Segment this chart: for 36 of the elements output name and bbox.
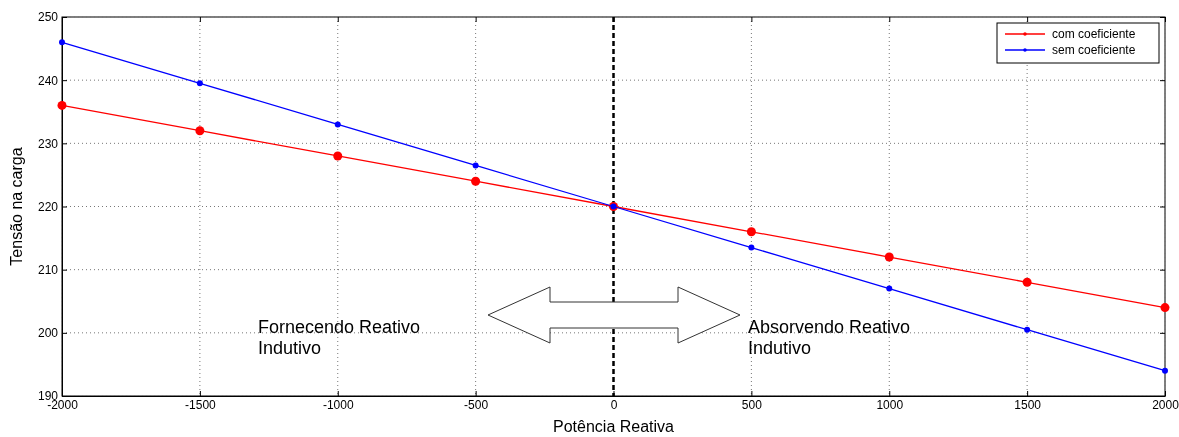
point bbox=[884, 252, 894, 262]
y-axis-title: Tensão na carga bbox=[8, 147, 25, 266]
x-tick-label: 1500 bbox=[1014, 397, 1042, 412]
point bbox=[1160, 303, 1170, 313]
point bbox=[57, 100, 67, 110]
x-tick-label: 0 bbox=[610, 397, 618, 412]
legend-label: sem coeficiente bbox=[1052, 43, 1136, 57]
point bbox=[1022, 277, 1032, 287]
y-tick-label: 250 bbox=[37, 10, 59, 25]
y-tick-label: 210 bbox=[37, 263, 59, 278]
point bbox=[746, 227, 756, 237]
annotation: Fornecendo Reativo Indutivo bbox=[258, 317, 421, 358]
point bbox=[886, 285, 893, 292]
legend-label: com coeficiente bbox=[1052, 27, 1136, 41]
point bbox=[196, 80, 203, 87]
x-axis-title: Potência Reativa bbox=[553, 418, 675, 435]
x-tick-label: 500 bbox=[741, 397, 763, 412]
x-tick-label: 1000 bbox=[876, 397, 904, 412]
point bbox=[334, 121, 341, 128]
y-tick-label: 240 bbox=[37, 73, 59, 88]
point bbox=[471, 176, 481, 186]
point bbox=[59, 39, 65, 46]
point bbox=[748, 244, 755, 251]
x-tick-label: -1500 bbox=[185, 397, 217, 412]
y-tick-label: 220 bbox=[37, 199, 59, 214]
point bbox=[472, 162, 479, 169]
y-tick-label: 200 bbox=[37, 326, 59, 341]
x-tick-label: -500 bbox=[464, 397, 489, 412]
x-tick-label: -1000 bbox=[322, 397, 354, 412]
point bbox=[1024, 326, 1031, 333]
point bbox=[195, 126, 205, 136]
y-tick-label: 230 bbox=[37, 136, 59, 151]
annotation: Absorvendo Reativo Indutivo bbox=[748, 317, 911, 358]
point bbox=[1162, 367, 1168, 374]
point bbox=[333, 151, 343, 161]
x-tick-label: 2000 bbox=[1152, 397, 1179, 412]
